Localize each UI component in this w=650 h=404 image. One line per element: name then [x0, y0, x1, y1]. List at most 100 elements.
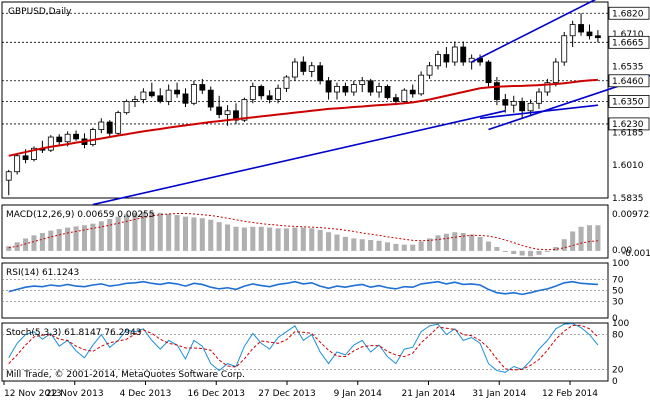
macd-histogram-bar [359, 239, 365, 251]
candle-body [199, 84, 206, 91]
macd-histogram-bar [48, 230, 54, 251]
candle-body [578, 24, 584, 33]
macd-histogram-bar [477, 236, 483, 251]
macd-histogram-bar [519, 250, 525, 256]
rsi-line [8, 280, 598, 296]
macd-histogram-bar [292, 227, 298, 251]
candle-body [544, 82, 551, 93]
stoch-axis-label: 20 [612, 365, 624, 375]
candle-body [22, 155, 29, 160]
price-axis-label: 1.6535 [612, 63, 644, 73]
macd-histogram-bar [166, 213, 172, 251]
macd-histogram-bar [317, 229, 323, 251]
macd-histogram-bar [595, 225, 601, 251]
macd-histogram-bar [149, 211, 155, 251]
candle-body [249, 86, 256, 100]
trend-line-4 [479, 104, 598, 120]
macd-histogram-bar [410, 244, 416, 251]
candle-body [216, 106, 223, 115]
stoch-axis-label: 80 [612, 331, 624, 341]
macd-histogram-bar [427, 238, 433, 251]
candle-body [73, 133, 79, 140]
macd-histogram-bar [132, 212, 138, 251]
macd-histogram-bar [39, 232, 45, 251]
candle-body [485, 61, 492, 84]
macd-axis-label: 0.00 [612, 246, 632, 256]
candle-body [586, 31, 593, 37]
macd-histogram-bar [65, 227, 71, 251]
macd-histogram-bar [536, 250, 542, 255]
candle-body [569, 24, 576, 37]
macd-histogram-bar [258, 226, 264, 251]
candle-body [426, 65, 433, 76]
macd-histogram-bar [115, 216, 121, 251]
candle-body [401, 89, 408, 102]
price-tag-box [608, 35, 650, 49]
price-tag-box [608, 74, 650, 88]
macd-histogram-bar [174, 215, 180, 251]
candle-body [409, 89, 416, 95]
candle-body [536, 91, 542, 104]
stoch-label: Stoch(5,3,3) 61.8147 76.2943 [6, 328, 141, 338]
price-axis-label: 1.6710 [612, 30, 644, 40]
macd-histogram-bar [140, 211, 146, 251]
macd-histogram-bar [31, 235, 37, 251]
price-axis-label: 1.6230 [612, 120, 644, 130]
candle-body [174, 89, 180, 95]
macd-histogram-bar [334, 234, 340, 251]
macd-histogram-bar [544, 250, 550, 252]
candle-body [594, 35, 601, 39]
candle-body [115, 112, 122, 134]
candle-body [435, 54, 441, 67]
rsi-axis-label: 100 [612, 259, 629, 269]
candle-body [376, 86, 382, 93]
price-tag-box [608, 95, 650, 108]
macd-histogram-bar [191, 217, 197, 251]
macd-axis-label: 0.00972 [612, 210, 649, 220]
macd-histogram-bar [351, 238, 357, 251]
candle-body [519, 101, 526, 112]
candle-body [31, 147, 37, 160]
price-tag-box [608, 117, 650, 131]
time-axis-label: 4 Dec 2013 [120, 389, 172, 399]
candle-body [350, 84, 357, 93]
candle-body [359, 80, 366, 85]
candle-body [207, 89, 214, 108]
copyright-label: Mill Trade, © 2001-2014, MetaQuotes Soft… [6, 370, 245, 380]
pane-frame-2 [1, 262, 609, 319]
candle-body [300, 61, 307, 72]
candle-body [241, 99, 248, 121]
macd-histogram-bar [250, 226, 256, 251]
macd-histogram-bar [81, 225, 88, 251]
candle-body [527, 102, 534, 112]
macd-histogram-bar [208, 219, 214, 251]
stoch-axis-label: 0 [612, 377, 618, 387]
candle-body [89, 129, 96, 145]
macd-histogram-bar [182, 216, 189, 251]
macd-histogram-bar [561, 239, 567, 251]
macd-histogram-bar [124, 214, 130, 251]
candle-body [561, 35, 568, 63]
macd-histogram-bar [570, 231, 576, 251]
candle-body [502, 99, 509, 106]
price-axis-label: 1.5835 [612, 194, 644, 204]
rsi-axis-label: 0 [612, 314, 618, 324]
price-axis-label: 1.6820 [612, 9, 644, 19]
candle-body [552, 61, 559, 84]
macd-histogram-bar [511, 250, 517, 254]
price-axis-label: 1.6460 [612, 77, 644, 87]
time-axis-label: 21 Jan 2014 [402, 389, 456, 399]
price-tag-box [608, 6, 650, 20]
macd-histogram-bar [494, 246, 500, 251]
macd-histogram-bar [401, 244, 407, 251]
macd-histogram-bar [73, 226, 79, 251]
pane-frame-0 [1, 1, 609, 199]
macd-histogram-bar [216, 222, 222, 251]
candle-body [98, 121, 105, 130]
macd-histogram-bar [485, 241, 492, 251]
macd-axis-label: -0.00183 [622, 249, 650, 259]
macd-histogram-bar [90, 223, 96, 251]
trend-line-1 [92, 110, 506, 206]
candle-body [460, 46, 467, 63]
